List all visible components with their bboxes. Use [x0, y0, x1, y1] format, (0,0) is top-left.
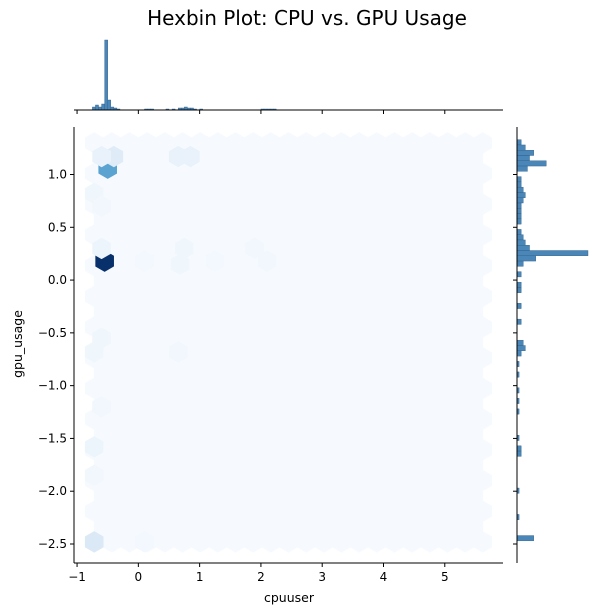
hexbin-cell: [92, 396, 111, 418]
right-histogram-bar: [516, 445, 522, 452]
hexbin-cell: [84, 464, 104, 487]
hexbin-cell: [84, 341, 104, 363]
right-histogram-bar: [516, 165, 528, 172]
x-tick-label: 5: [441, 570, 449, 584]
main-axes: −1 0 1 2 3 4 5 −2.5 −2.0 −1.5 −1.0 −0.5 0.0 0.5 1.0: [38, 127, 503, 584]
right-histogram-bar: [516, 260, 524, 267]
y-axis-label: gpu_usage: [10, 310, 25, 378]
right-histogram-bar: [516, 239, 526, 246]
hexbin-cell: [175, 237, 194, 260]
right-histogram-bar: [516, 535, 534, 542]
right-histogram-bar: [516, 176, 522, 183]
top-histogram-bar: [107, 99, 111, 111]
top-histogram-bar: [101, 103, 105, 111]
y-tick-label: −2.5: [38, 537, 67, 551]
hexbin-cell: [205, 250, 225, 272]
x-tick-label: 0: [135, 570, 143, 584]
x-tick-label: 4: [380, 570, 388, 584]
top-marginal-histogram: [74, 39, 503, 114]
top-histogram-bar: [95, 104, 99, 111]
hexbin-cell: [181, 145, 200, 168]
right-histogram-bar: [516, 281, 522, 288]
right-histogram-bar: [516, 160, 547, 167]
hexbin-cell: [135, 250, 154, 272]
hexbin-cell: [92, 237, 111, 260]
right-histogram-bar: [516, 186, 524, 193]
x-tick-label: 1: [196, 570, 204, 584]
y-tick-label: 1.0: [48, 168, 67, 182]
hexbin-cell: [84, 436, 104, 458]
right-histogram-bar: [516, 303, 522, 309]
right-histogram-bar: [516, 345, 526, 352]
hexbin-cell: [92, 195, 111, 217]
hexbin-cell: [84, 531, 104, 553]
right-histogram-bar: [516, 340, 524, 346]
right-histogram-bar: [516, 192, 526, 198]
y-tick-label: −1.5: [38, 431, 67, 445]
x-tick-label: 2: [257, 570, 265, 584]
hexbin-cell: [170, 253, 190, 275]
hexbin-cell: [473, 132, 493, 154]
y-tick-label: 0.5: [48, 220, 67, 234]
hexbin-cell: [135, 531, 154, 553]
right-histogram-bar: [516, 229, 522, 235]
right-histogram-bar: [516, 287, 522, 293]
right-histogram-bar: [516, 150, 534, 156]
right-histogram-bar: [516, 318, 522, 325]
right-histogram-bar: [516, 245, 530, 251]
y-tick-label: −2.0: [38, 484, 67, 498]
right-histogram-bar: [516, 202, 522, 209]
x-tick-label: −1: [68, 570, 86, 584]
y-tick-label: −1.0: [38, 379, 67, 393]
y-tick-label: −0.5: [38, 326, 67, 340]
hexbin-cell: [168, 341, 188, 363]
right-histogram-bar: [516, 218, 522, 225]
right-histogram-bar: [516, 213, 522, 220]
x-axis-label: cpuuser: [264, 590, 315, 605]
right-histogram-bar: [516, 181, 522, 188]
right-histogram-bar: [516, 271, 522, 278]
right-histogram-bar: [516, 139, 522, 146]
right-histogram-bar: [516, 450, 522, 457]
right-histogram-bar: [516, 350, 522, 357]
hexbin-cells: [84, 132, 493, 553]
right-histogram-bar: [516, 197, 524, 204]
right-histogram-bar: [516, 144, 526, 151]
right-histogram-bar: [516, 155, 530, 161]
right-histogram-bar: [516, 250, 589, 256]
right-histogram-bar: [516, 234, 524, 241]
chart-title: Hexbin Plot: CPU vs. GPU Usage: [147, 6, 467, 30]
right-histogram-bar: [516, 208, 522, 214]
x-tick-label: 3: [318, 570, 326, 584]
hexbin-cell: [92, 145, 111, 168]
y-tick-label: 0.0: [48, 273, 67, 287]
top-histogram-bar: [104, 39, 108, 111]
hexbin-cell: [245, 237, 265, 260]
right-histogram-bar: [516, 255, 536, 262]
right-marginal-histogram: [513, 127, 589, 563]
